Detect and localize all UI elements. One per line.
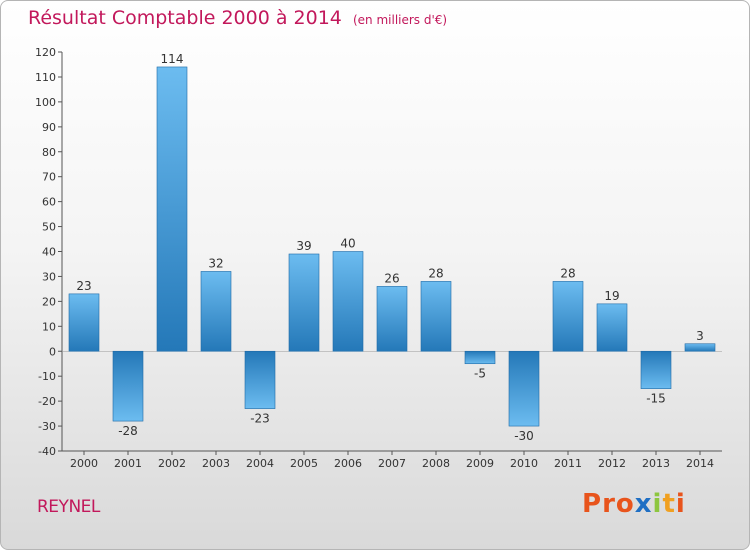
value-label-2008: 28 [428,266,443,280]
bar-2002 [156,66,188,352]
bar-2000 [68,293,100,352]
bar-2008 [420,281,452,352]
x-tick-label-2011: 2011 [554,457,582,470]
y-tick-label: -10 [38,370,56,383]
value-label-2014: 3 [696,329,704,343]
chart-unit: (en milliers d'€) [352,13,448,27]
value-label-2006: 40 [340,237,355,251]
logo-letter: i [675,489,686,519]
x-tick-label-2000: 2000 [70,457,98,470]
value-label-2003: 32 [208,256,223,270]
bar-2011 [552,281,584,352]
y-tick-label: 90 [42,121,56,134]
y-tick-label: 70 [42,171,56,184]
x-tick-label-2006: 2006 [334,457,362,470]
value-label-2000: 23 [76,279,91,293]
bar-2010 [508,350,540,427]
x-tick-label-2001: 2001 [114,457,142,470]
logo-letter: r [602,489,616,519]
x-tick-label-2009: 2009 [466,457,494,470]
y-tick-label: -30 [38,420,56,433]
value-label-2007: 26 [384,271,399,285]
y-tick-label: 40 [42,246,56,259]
y-tick-label: 20 [42,295,56,308]
value-label-2004: -23 [250,412,270,426]
bar-2006 [332,251,364,352]
x-tick-label-2004: 2004 [246,457,274,470]
y-tick-label: 30 [42,270,56,283]
y-tick-label: 0 [49,345,56,358]
x-tick-label-2008: 2008 [422,457,450,470]
x-tick-label-2002: 2002 [158,457,186,470]
chart-title-block: Résultat Comptable 2000 à 2014 (en milli… [28,7,447,29]
bar-2014 [684,343,716,352]
x-tick-label-2014: 2014 [686,457,714,470]
logo-letter: t [662,489,676,519]
value-label-2002: 114 [161,52,184,66]
y-tick-label: 80 [42,146,56,159]
bar-2003 [200,271,232,352]
logo-letter: o [615,489,635,519]
logo-letter: P [582,489,603,519]
bar-2005 [288,253,320,352]
value-label-2012: 19 [604,289,619,303]
y-tick-label: -20 [38,395,56,408]
y-tick-label: 120 [35,46,56,59]
logo-letter: i [652,489,663,519]
x-tick-label-2007: 2007 [378,457,406,470]
x-tick-label-2003: 2003 [202,457,230,470]
y-tick-label: 110 [35,71,56,84]
proxiti-logo: Proxiti [582,489,686,519]
bar-2001 [112,350,144,422]
value-label-2011: 28 [560,266,575,280]
value-label-2013: -15 [646,392,666,406]
x-tick-label-2013: 2013 [642,457,670,470]
value-label-2005: 39 [296,239,311,253]
bar-2009 [464,350,496,365]
y-tick-label: 10 [42,320,56,333]
x-tick-label-2010: 2010 [510,457,538,470]
bar-2004 [244,350,276,409]
commune-name: REYNEL [37,497,100,517]
value-label-2010: -30 [514,429,534,443]
x-tick-label-2012: 2012 [598,457,626,470]
bar-2007 [376,286,408,352]
bar-2012 [596,303,628,352]
y-tick-label: 50 [42,221,56,234]
value-label-2001: -28 [118,424,138,438]
value-label-2009: -5 [474,367,486,381]
y-tick-label: 100 [35,96,56,109]
chart-title: Résultat Comptable 2000 à 2014 [28,7,342,29]
bar-2013 [640,350,672,389]
y-tick-label: 60 [42,196,56,209]
y-tick-label: -40 [38,445,56,458]
x-tick-label-2005: 2005 [290,457,318,470]
logo-letter: x [634,489,653,519]
